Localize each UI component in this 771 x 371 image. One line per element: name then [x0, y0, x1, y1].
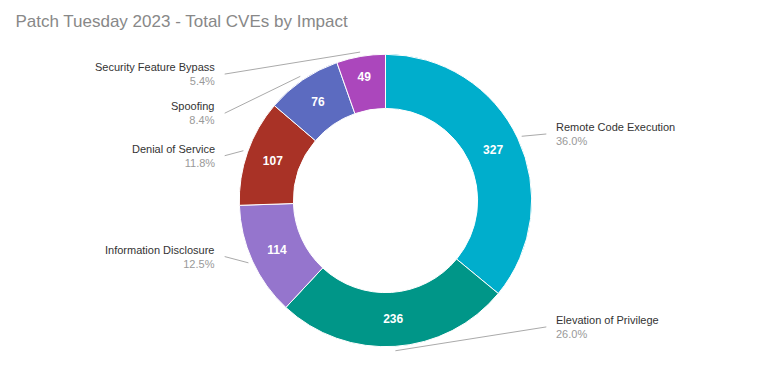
- svg-text:Information Disclosure12.5%: Information Disclosure12.5%: [105, 244, 215, 270]
- svg-text:327: 327: [483, 143, 503, 157]
- svg-text:Spoofing8.4%: Spoofing8.4%: [171, 100, 215, 126]
- svg-text:107: 107: [263, 154, 283, 168]
- svg-text:114: 114: [267, 243, 287, 257]
- svg-text:236: 236: [383, 312, 403, 326]
- svg-text:Remote Code Execution36.0%: Remote Code Execution36.0%: [556, 121, 675, 147]
- svg-text:49: 49: [358, 70, 372, 84]
- svg-text:Denial of Service11.8%: Denial of Service11.8%: [132, 143, 215, 169]
- svg-text:Security Feature Bypass5.4%: Security Feature Bypass5.4%: [95, 61, 215, 87]
- svg-text:Patch Tuesday 2023 - Total CVE: Patch Tuesday 2023 - Total CVEs by Impac…: [15, 12, 348, 31]
- svg-text:Elevation of Privilege26.0%: Elevation of Privilege26.0%: [556, 314, 659, 340]
- svg-text:76: 76: [311, 95, 325, 109]
